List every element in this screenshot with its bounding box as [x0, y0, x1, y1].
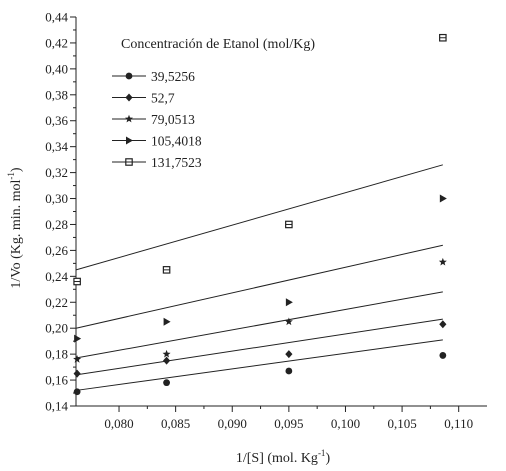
legend-marker — [125, 158, 133, 166]
y-tick-label: 0,34 — [45, 139, 68, 154]
y-axis-title: 1/Vo (Kg. min. mol-1) — [6, 167, 24, 289]
x-tick-label: 0,110 — [444, 416, 473, 431]
data-point — [162, 349, 171, 358]
data-point — [439, 352, 447, 359]
legend-label: 39,5256 — [151, 69, 195, 84]
data-point — [162, 266, 171, 274]
data-point — [163, 317, 171, 326]
y-axis: 0,14 0,16 0,18 0,20 0,22 0,24 0,26 0,28 0,30 0,32… — [45, 10, 76, 414]
x-tick-label: 0,090 — [218, 416, 247, 431]
y-tick-label: 0,22 — [45, 295, 68, 310]
y-tick-label: 0,18 — [45, 347, 68, 362]
x-tick-label: 0,095 — [274, 416, 303, 431]
y-tick-label: 0,24 — [45, 269, 68, 284]
fit-line — [75, 318, 443, 376]
fit-line — [75, 339, 443, 391]
y-tick-label: 0,32 — [45, 165, 68, 180]
data-point — [439, 320, 447, 329]
legend-marker — [126, 136, 133, 145]
legend-title: Concentración de Etanol (mol/Kg) — [121, 37, 315, 52]
data-point — [163, 379, 170, 387]
y-tick-label: 0,36 — [45, 113, 68, 128]
legend-label: 79,0513 — [151, 112, 195, 127]
y-tick-label: 0,20 — [45, 321, 68, 336]
data-point — [438, 257, 447, 266]
data-point — [73, 388, 81, 396]
y-tick-label: 0,26 — [45, 243, 68, 258]
data-point — [285, 298, 293, 307]
data-point — [439, 33, 447, 42]
x-tick-label: 0,100 — [331, 416, 360, 431]
y-tick-label: 0,30 — [45, 191, 68, 206]
fit-line — [75, 291, 443, 359]
data-point — [439, 194, 447, 203]
legend-marker — [125, 72, 133, 80]
data-point — [74, 334, 82, 343]
y-tick-label: 0,16 — [45, 373, 68, 388]
legend-label: 131,7523 — [151, 155, 202, 170]
y-tick-label: 0,14 — [45, 399, 68, 414]
data-point — [285, 367, 293, 375]
legend-marker — [125, 114, 133, 123]
data-point — [285, 350, 293, 359]
y-tick-label: 0,42 — [45, 35, 68, 50]
x-tick-label: 0,085 — [161, 416, 190, 431]
y-tick-label: 0,28 — [45, 217, 68, 232]
data-point — [285, 220, 293, 229]
data-point — [73, 277, 81, 286]
fit-line — [75, 244, 443, 329]
data-point — [162, 356, 171, 365]
fit-lines — [75, 164, 443, 391]
fit-line — [75, 164, 443, 271]
data-points — [73, 33, 447, 396]
legend-label: 105,4018 — [151, 134, 202, 149]
x-tick-label: 0,080 — [104, 416, 133, 431]
legend-label: 52,7 — [151, 91, 175, 106]
legend: Concentración de Etanol (mol/Kg) 39,5256… — [112, 37, 315, 170]
y-tick-label: 0,38 — [45, 87, 68, 102]
legend-marker — [125, 93, 133, 102]
x-axis-title: 1/[S] (mol. Kg-1) — [236, 448, 331, 466]
x-tick-label: 0,105 — [387, 416, 416, 431]
y-tick-label: 0,44 — [45, 10, 68, 25]
x-axis: 0,080 0,085 0,090 0,095 0,100 0,105 0,110 — [104, 406, 473, 431]
data-point — [73, 369, 81, 378]
data-point — [284, 317, 293, 326]
data-point — [73, 355, 82, 363]
y-tick-label: 0,40 — [45, 61, 68, 76]
